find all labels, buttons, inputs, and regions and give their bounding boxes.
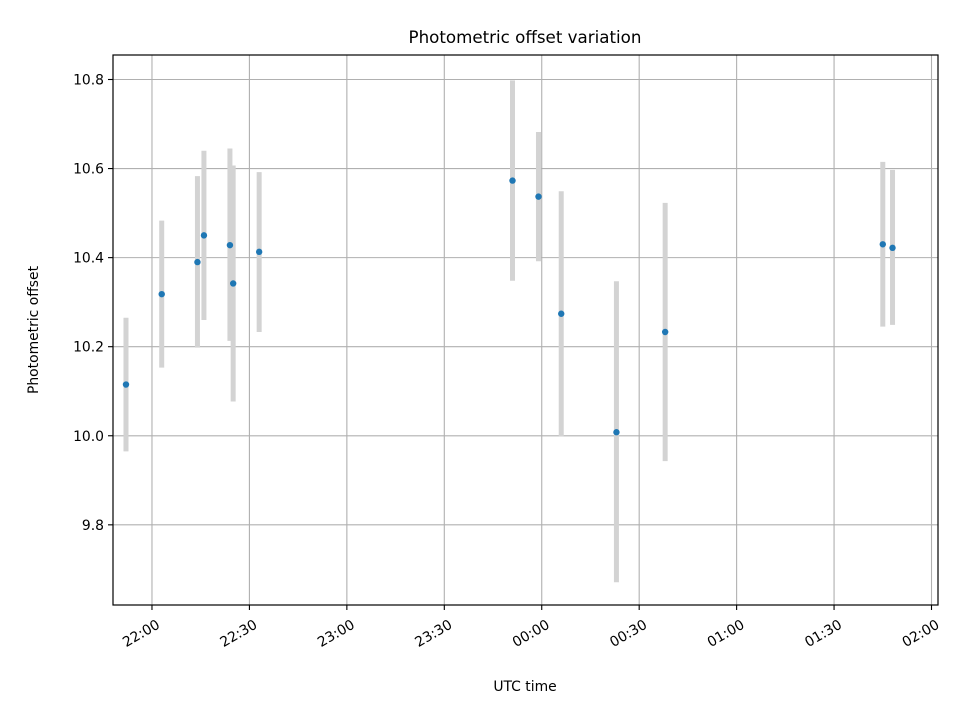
data-point (158, 290, 165, 298)
data-point (194, 258, 201, 266)
data-point (879, 241, 886, 248)
data-point (200, 232, 208, 239)
y-tick-label: 10.6 (73, 162, 104, 178)
y-tick-label: 10.2 (73, 340, 104, 356)
grid (113, 55, 938, 605)
plot-frame (112, 54, 939, 606)
x-tick-label: 01:30 (802, 617, 845, 651)
chart-title: Photometric offset variation (409, 27, 642, 47)
x-axis-ticks: 22:00 22:30 23:00 23:30 00:00 00:30 01:00 01:30… (120, 605, 942, 651)
x-tick-label: 00:00 (510, 617, 553, 651)
data-point (889, 244, 896, 252)
data-point (535, 193, 542, 200)
data-point (226, 241, 234, 249)
data-point (122, 381, 130, 388)
y-axis-label: Photometric offset (26, 265, 42, 394)
data-point (558, 310, 565, 317)
y-tick-label: 10.8 (73, 72, 104, 88)
plot-background (113, 55, 938, 605)
data-point (509, 177, 516, 184)
data-point (255, 248, 263, 256)
data-point (229, 280, 237, 287)
data-point (661, 328, 669, 336)
data-points (122, 177, 896, 436)
x-tick-label: 01:00 (705, 617, 748, 651)
y-axis-ticks: 9.8 10.0 10.2 10.4 10.6 10.8 (73, 72, 113, 534)
y-tick-label: 10.0 (73, 429, 104, 445)
x-tick-label: 00:30 (607, 617, 650, 651)
y-tick-label: 10.4 (73, 251, 104, 267)
x-tick-label: 23:30 (412, 617, 455, 651)
data-point (613, 429, 620, 436)
x-tick-label: 02:00 (900, 617, 943, 651)
x-axis-label: UTC time (493, 679, 556, 695)
x-tick-label: 23:00 (315, 617, 358, 651)
y-tick-label: 9.8 (82, 518, 104, 534)
x-tick-label: 22:30 (218, 617, 261, 651)
x-tick-label: 22:00 (120, 617, 163, 651)
plot-area (112, 54, 939, 606)
